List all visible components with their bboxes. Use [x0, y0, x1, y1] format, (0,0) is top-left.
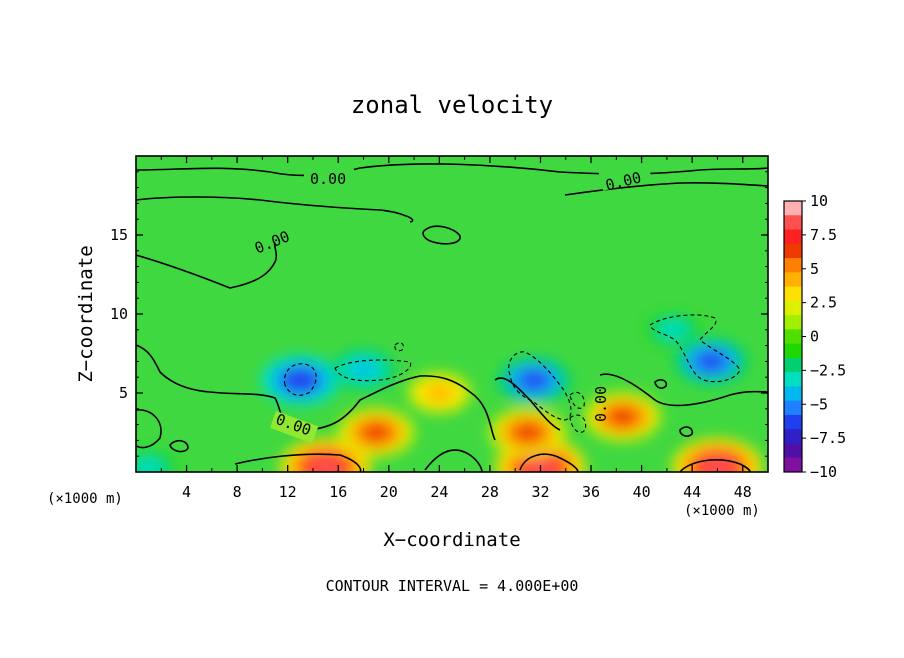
x-axis-label: X−coordinate: [383, 529, 520, 551]
x-unit-left: (×1000 m): [47, 491, 123, 507]
x-tick-label: 4: [182, 483, 191, 501]
x-tick-label: 36: [582, 483, 600, 501]
field-blob: [138, 460, 159, 472]
colorbar-swatch: [784, 400, 802, 416]
colorbar-swatch: [784, 343, 802, 359]
colorbar-tick-label: 2.5: [810, 294, 837, 312]
chart-title: zonal velocity: [351, 91, 553, 119]
colorbar-swatch: [784, 201, 802, 216]
colorbar-swatch: [784, 329, 802, 345]
y-axis: 5 10 15: [110, 171, 768, 457]
field-blob: [352, 362, 375, 377]
colorbar-swatch: [784, 229, 802, 245]
colorbar-tick-label: −2.5: [810, 361, 846, 379]
contour-label: 0.00: [310, 170, 346, 188]
x-tick-label: 48: [734, 483, 752, 501]
colorbar-tick-label: 7.5: [810, 226, 837, 244]
x-tick-label: 8: [233, 483, 242, 501]
colorbar-swatch: [784, 286, 802, 302]
plot-area: 0.00 0.00 0.00 0.00 0.00 4 8 12 16 20 24 28 32 3…: [110, 155, 769, 501]
field-blob: [286, 371, 315, 390]
x-tick-label: 16: [329, 483, 347, 501]
colorbar-swatch: [784, 258, 802, 273]
y-tick-label: 10: [110, 305, 128, 323]
colorbar-swatch: [784, 243, 802, 259]
x-tick-label: 40: [633, 483, 651, 501]
x-axis: 4 8 12 16 20 24 28 32 36 40 44 48: [160, 156, 752, 501]
field-blob: [697, 352, 725, 370]
x-tick-label: 12: [279, 483, 297, 501]
colorbar: 10 7.5 5 2.5 0 −2.5 −5 −7.5 −10: [783, 192, 846, 481]
colorbar-swatch: [784, 272, 802, 288]
colorbar-swatch: [784, 457, 802, 473]
field-blob: [608, 407, 637, 426]
x-tick-label: 24: [430, 483, 448, 501]
colorbar-swatch: [784, 386, 802, 402]
field-blob: [309, 456, 342, 472]
colorbar-swatch: [784, 429, 802, 444]
contour-label: 0.00: [592, 386, 610, 422]
field-blobs: [136, 311, 763, 472]
x-tick-label: 20: [380, 483, 398, 501]
field-blob: [428, 385, 451, 401]
field-blob: [662, 323, 684, 337]
contour-interval-footer: CONTOUR INTERVAL = 4.000E+00: [326, 577, 579, 595]
colorbar-swatch: [784, 300, 802, 316]
field-blob: [514, 423, 542, 442]
contour-lines-negative: [283, 314, 741, 433]
colorbar-swatch: [784, 357, 802, 373]
field-blob: [520, 371, 548, 389]
y-tick-label: 15: [110, 226, 128, 244]
colorbar-swatch: [784, 414, 802, 430]
colorbar-swatch: [784, 315, 802, 330]
contour-labels: 0.00 0.00 0.00 0.00 0.00: [247, 159, 652, 444]
colorbar-tick-label: 0: [810, 328, 819, 346]
x-tick-label: 44: [683, 483, 701, 501]
colorbar-tick-label: −5: [810, 395, 828, 413]
x-tick-label: 28: [481, 483, 499, 501]
x-tick-label: 32: [531, 483, 549, 501]
colorbar-swatch: [784, 443, 802, 459]
field-blob: [362, 423, 390, 442]
colorbar-tick-label: 10: [810, 192, 828, 210]
colorbar-tick-label: −10: [810, 463, 837, 481]
colorbar-tick-label: 5: [810, 260, 819, 278]
y-tick-label: 5: [119, 384, 128, 402]
colorbar-swatch: [784, 372, 802, 387]
field-blob: [524, 456, 557, 472]
colorbar-tick-label: −7.5: [810, 429, 846, 447]
colorbar-swatch: [784, 215, 802, 231]
x-unit-right: (×1000 m): [684, 503, 760, 519]
y-axis-label: Z−coordinate: [75, 245, 97, 382]
